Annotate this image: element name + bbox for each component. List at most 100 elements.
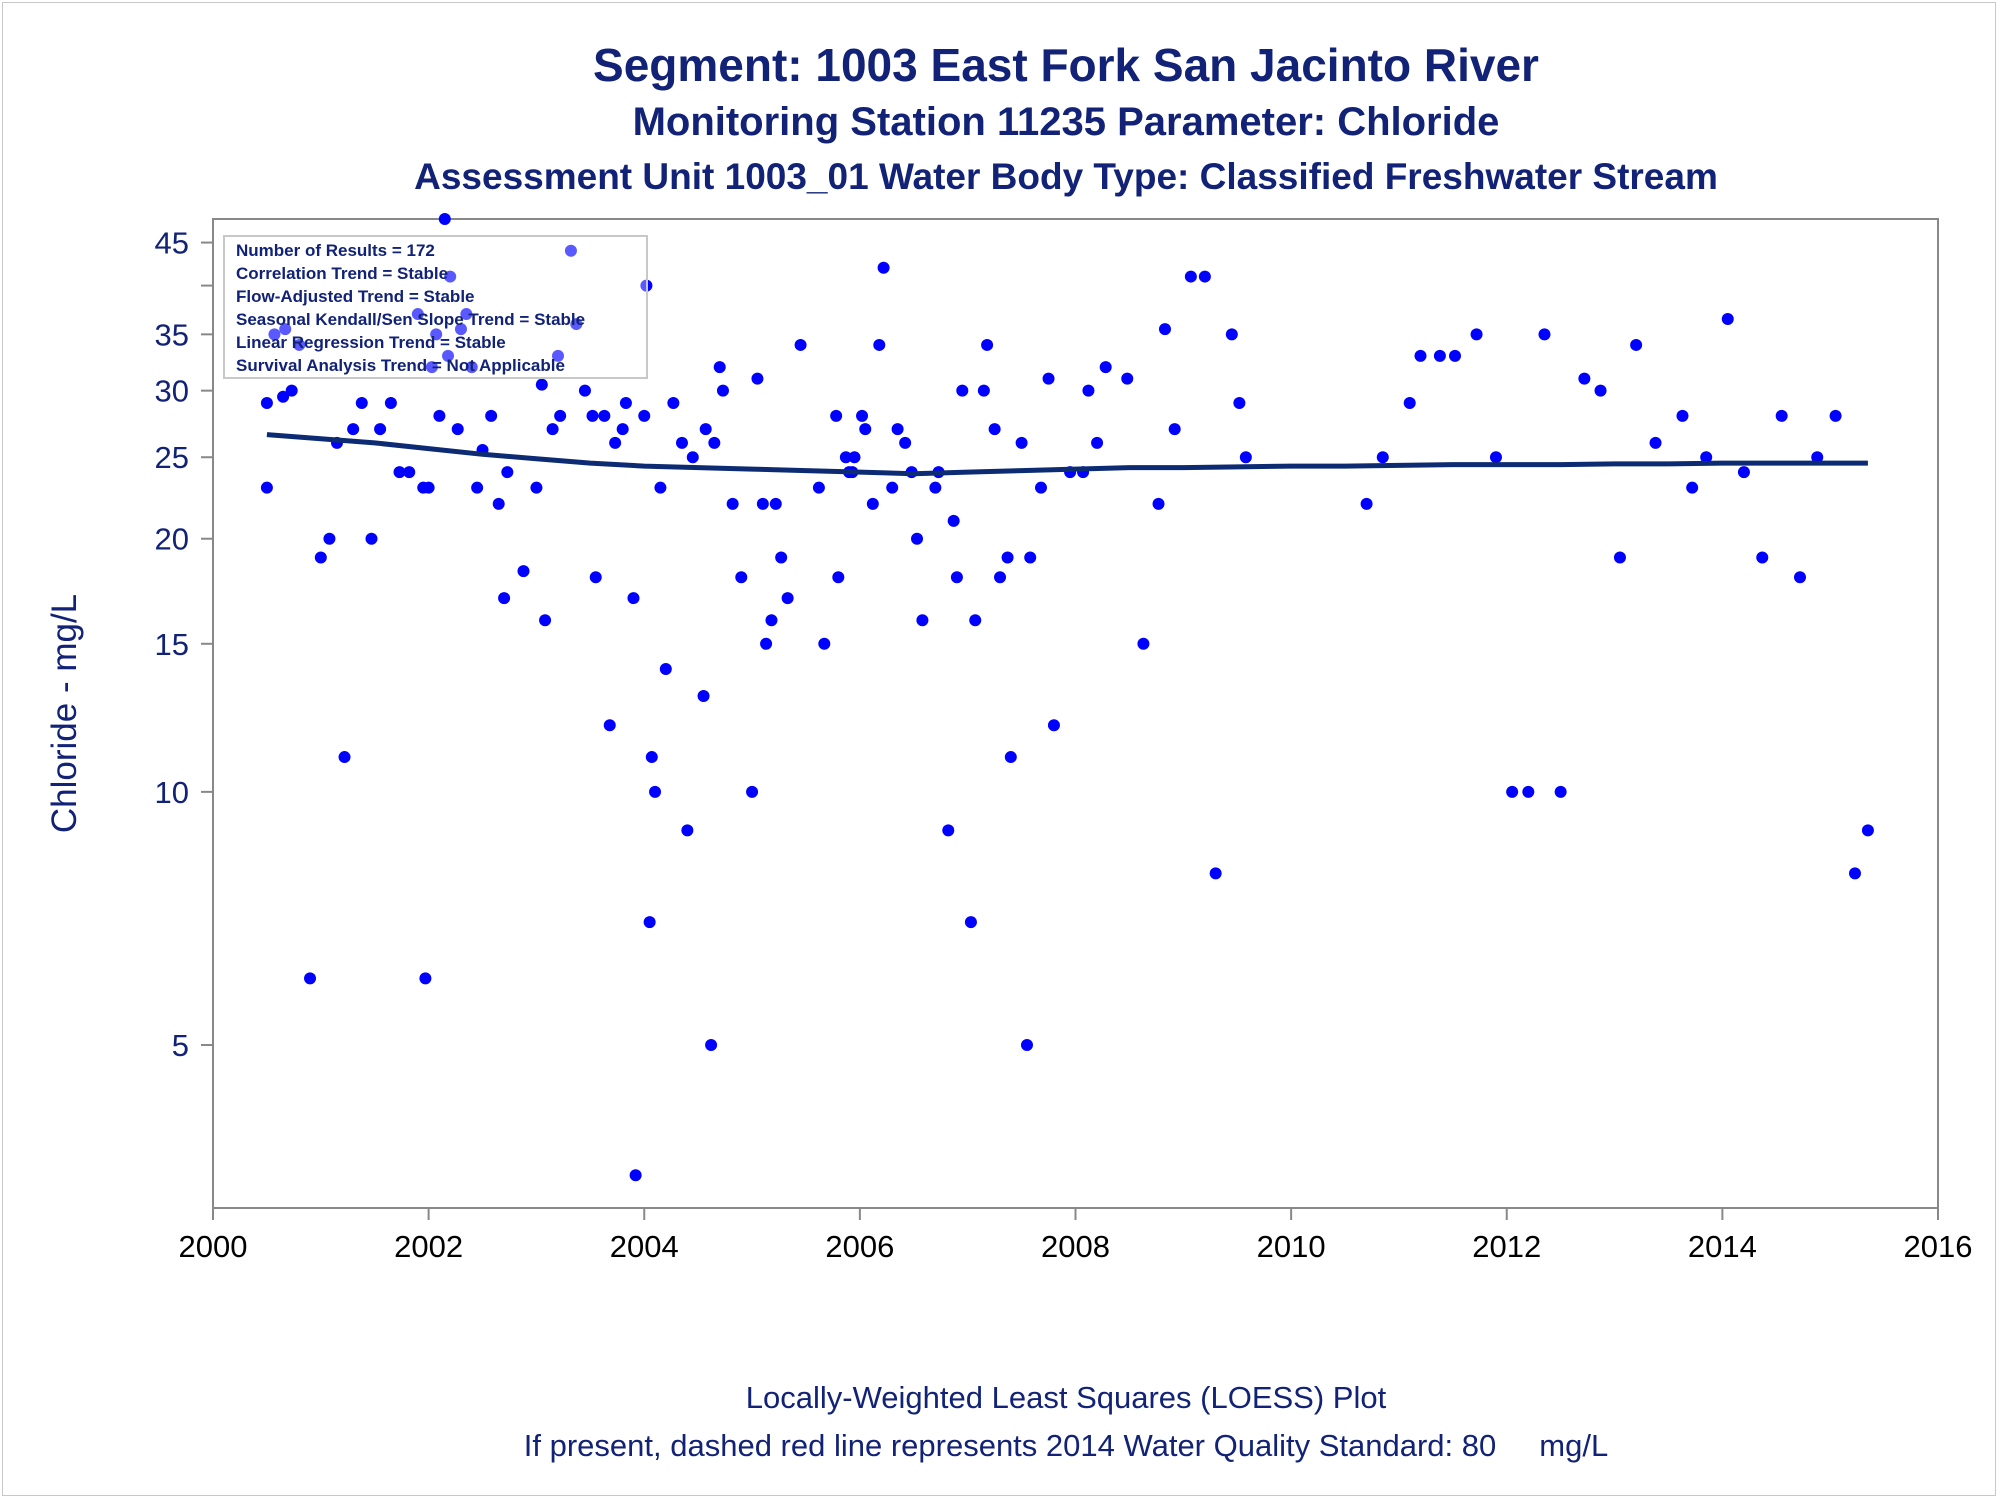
info-box-line: Flow-Adjusted Trend = Stable — [236, 287, 475, 306]
data-point — [654, 481, 667, 494]
data-point — [403, 466, 416, 479]
data-point — [442, 349, 455, 362]
data-point — [942, 824, 955, 837]
data-point — [716, 384, 729, 397]
data-point — [969, 614, 982, 627]
data-point — [1554, 785, 1567, 798]
data-point — [603, 719, 616, 732]
data-point — [422, 481, 435, 494]
data-point — [891, 423, 904, 436]
data-point — [293, 338, 306, 351]
info-box-line: Number of Results = 172 — [236, 241, 435, 260]
footnote-loess: Locally-Weighted Least Squares (LOESS) P… — [745, 1380, 1387, 1415]
data-point — [1158, 323, 1171, 336]
data-point — [1470, 328, 1483, 341]
data-point — [586, 409, 599, 422]
data-point — [781, 592, 794, 605]
data-point — [812, 481, 825, 494]
data-point — [1594, 384, 1607, 397]
data-point — [760, 637, 773, 650]
data-point — [839, 451, 852, 464]
chart-title: Segment: 1003 East Fork San Jacinto Rive… — [593, 39, 1539, 91]
data-point — [1082, 384, 1095, 397]
data-point — [1721, 313, 1734, 326]
data-point — [374, 423, 387, 436]
loess-line — [266, 432, 1868, 477]
data-point — [627, 592, 640, 605]
data-point — [629, 1169, 642, 1182]
data-point — [530, 481, 543, 494]
data-point — [1861, 824, 1874, 837]
data-point — [1829, 409, 1842, 422]
data-point — [1522, 785, 1535, 798]
data-point — [539, 614, 552, 627]
data-point — [713, 361, 726, 374]
x-tick-label: 2006 — [825, 1229, 894, 1264]
data-point — [956, 384, 969, 397]
x-tick-label: 2004 — [610, 1229, 679, 1264]
data-point — [848, 451, 861, 464]
data-point — [1794, 571, 1806, 584]
data-point — [338, 751, 351, 764]
data-point — [866, 497, 879, 510]
data-point — [419, 972, 432, 985]
data-point — [746, 785, 759, 798]
data-point — [697, 690, 710, 703]
data-point — [1613, 551, 1626, 564]
data-point — [425, 361, 438, 374]
data-point — [1676, 409, 1689, 422]
data-point — [552, 349, 564, 362]
data-point — [347, 423, 360, 436]
data-point — [1489, 451, 1502, 464]
data-point — [830, 409, 843, 422]
y-tick-label: 45 — [155, 226, 189, 261]
info-box-line: Survival Analysis Trend = Not Applicable — [236, 356, 565, 375]
data-point — [598, 409, 611, 422]
data-point — [1184, 270, 1197, 283]
info-box-line: Correlation Trend = Stable — [236, 264, 448, 283]
data-point — [638, 409, 651, 422]
data-point — [285, 384, 298, 397]
data-point — [794, 338, 807, 351]
data-point — [675, 436, 688, 449]
data-point — [1506, 785, 1519, 798]
data-point — [708, 436, 721, 449]
data-point — [916, 614, 929, 627]
data-point — [775, 551, 788, 564]
data-point — [1168, 423, 1181, 436]
data-point — [619, 397, 632, 410]
data-point — [832, 571, 845, 584]
data-point — [1811, 451, 1824, 464]
data-point — [667, 397, 680, 410]
info-box-line: Linear Regression Trend = Stable — [236, 333, 506, 352]
data-point — [643, 916, 656, 929]
data-point — [1137, 637, 1150, 650]
data-point — [578, 384, 591, 397]
data-point — [1538, 328, 1551, 341]
data-point — [873, 338, 886, 351]
data-point — [268, 328, 281, 341]
data-point — [877, 261, 890, 274]
data-point — [659, 662, 672, 675]
data-point — [1047, 719, 1060, 732]
data-point — [769, 497, 782, 510]
data-point — [1737, 466, 1750, 479]
data-point — [899, 436, 912, 449]
data-point — [1198, 270, 1211, 283]
data-point — [323, 532, 336, 545]
data-point — [686, 451, 699, 464]
data-point — [929, 481, 942, 494]
chart-subtitle: Monitoring Station 11235 Parameter: Chlo… — [632, 100, 1500, 144]
data-point — [1035, 481, 1047, 494]
data-point — [609, 436, 622, 449]
data-point — [430, 328, 443, 341]
data-point — [699, 423, 712, 436]
data-point — [589, 571, 602, 584]
data-point — [726, 497, 739, 510]
data-point — [517, 565, 530, 578]
y-tick-label: 35 — [155, 317, 189, 352]
data-point — [681, 824, 694, 837]
data-point — [1024, 551, 1037, 564]
data-point — [277, 390, 290, 403]
data-point — [465, 361, 478, 374]
